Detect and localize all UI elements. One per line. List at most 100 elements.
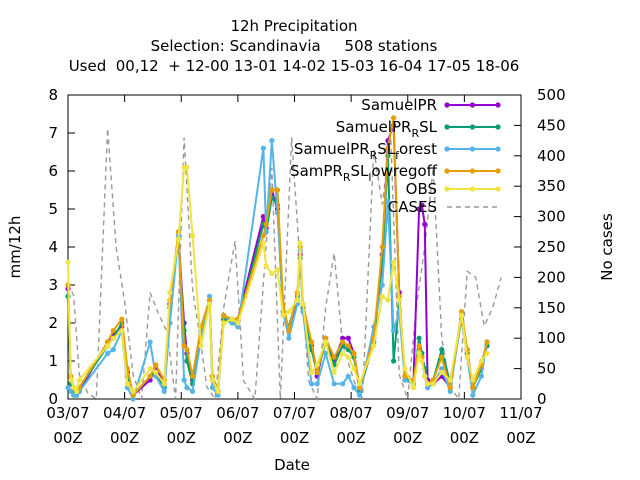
x-tick-label-date: 04/07	[103, 404, 146, 422]
data-point	[439, 369, 445, 375]
data-point	[260, 233, 266, 239]
data-point	[439, 354, 445, 360]
data-point	[390, 358, 397, 364]
data-point	[424, 381, 431, 387]
y2-tick-label: 50	[537, 360, 556, 378]
data-point	[73, 392, 80, 398]
data-point	[206, 301, 213, 307]
data-point	[206, 293, 213, 299]
data-point	[351, 366, 357, 372]
y-tick-label: 5	[48, 200, 58, 218]
y2-tick-label: 300	[537, 208, 566, 226]
data-point	[419, 358, 425, 364]
x-tick-label-hour: 00Z	[450, 429, 479, 447]
chart-title: 12h Precipitation Selection: Scandinavia…	[69, 17, 520, 75]
data-point	[419, 202, 425, 208]
data-point	[447, 377, 453, 383]
legend-marker	[495, 168, 501, 174]
data-point	[119, 328, 125, 334]
data-point	[410, 385, 417, 391]
series-layer	[65, 115, 490, 402]
y2-tick-label: 0	[537, 390, 547, 408]
data-point	[184, 164, 190, 170]
data-point	[235, 324, 241, 330]
data-point	[65, 385, 71, 391]
y-tick-label: 4	[48, 238, 58, 256]
data-point	[110, 328, 116, 334]
data-point	[345, 373, 351, 379]
data-point	[221, 320, 227, 326]
data-point	[422, 221, 428, 227]
data-point	[464, 354, 470, 360]
title-line-2: Selection: Scandinavia 508 stations	[151, 37, 438, 55]
data-point	[181, 377, 187, 383]
y-tick-label: 6	[48, 162, 58, 180]
legend-marker	[495, 146, 501, 152]
data-point	[379, 282, 385, 288]
data-point	[263, 263, 269, 269]
data-point	[416, 335, 422, 341]
data-point	[71, 385, 77, 391]
data-point	[308, 381, 315, 387]
data-point	[379, 293, 385, 299]
y-tick-label: 8	[48, 86, 58, 104]
legend-marker	[444, 168, 450, 174]
data-point	[209, 377, 215, 383]
title-line-3: Used 00,12 + 12-00 13-01 14-02 15-03 16-…	[69, 57, 520, 75]
y2-axis-label: No cases	[598, 213, 616, 281]
data-point	[345, 343, 351, 349]
x-tick-label-hour: 00Z	[280, 429, 309, 447]
data-point	[484, 350, 490, 356]
legend-label: SamuelPR	[361, 96, 437, 114]
data-point	[73, 388, 80, 394]
data-point	[130, 388, 136, 394]
data-point	[390, 328, 397, 334]
y2-axis: 0 50 100 150 200 250 300 350 400 450 500	[514, 86, 566, 408]
y2-tick-label: 200	[537, 268, 566, 286]
x-tick-label-date: 03/07	[46, 404, 89, 422]
data-point	[314, 369, 320, 375]
data-point	[110, 335, 116, 341]
x-tick-label-date: 11/07	[499, 404, 542, 422]
x-tick-label-date: 06/07	[216, 404, 259, 422]
y-tick-label: 7	[48, 124, 58, 142]
data-point	[484, 339, 490, 345]
y2-tick-label: 450	[537, 116, 566, 134]
x-tick-label-date: 09/07	[386, 404, 429, 422]
legend-marker	[444, 146, 450, 152]
data-point	[345, 335, 351, 341]
data-point	[416, 343, 422, 349]
data-point	[478, 358, 484, 364]
data-point	[274, 187, 281, 193]
legend-label: SamuelPRRSLforest	[294, 140, 437, 162]
legend-marker	[469, 168, 476, 174]
data-point	[458, 309, 465, 315]
data-point	[323, 335, 329, 341]
legend-marker	[469, 186, 476, 192]
data-point	[130, 392, 136, 398]
data-point	[229, 316, 235, 322]
data-point	[314, 362, 320, 368]
data-point	[130, 396, 136, 402]
data-point	[390, 259, 397, 265]
data-point	[470, 377, 476, 383]
data-point	[439, 347, 445, 353]
data-point	[189, 388, 196, 394]
data-point	[161, 388, 167, 394]
data-point	[153, 362, 159, 368]
x-tick-label-hour: 00Z	[393, 429, 422, 447]
data-point	[198, 343, 204, 349]
data-point	[124, 381, 131, 387]
x-tick-label-hour: 00Z	[53, 429, 82, 447]
y2-tick-label: 100	[537, 329, 566, 347]
data-point	[340, 381, 346, 387]
legend-marker	[495, 124, 501, 130]
x-axis: 03/07 00Z 04/07 00Z 05/07 00Z 06/07 00Z 07/07 00Z…	[46, 95, 543, 447]
data-point	[147, 339, 153, 345]
data-point	[416, 206, 422, 212]
data-point	[402, 373, 408, 379]
data-point	[385, 297, 391, 303]
data-point	[447, 388, 453, 394]
cases-series	[67, 128, 502, 402]
